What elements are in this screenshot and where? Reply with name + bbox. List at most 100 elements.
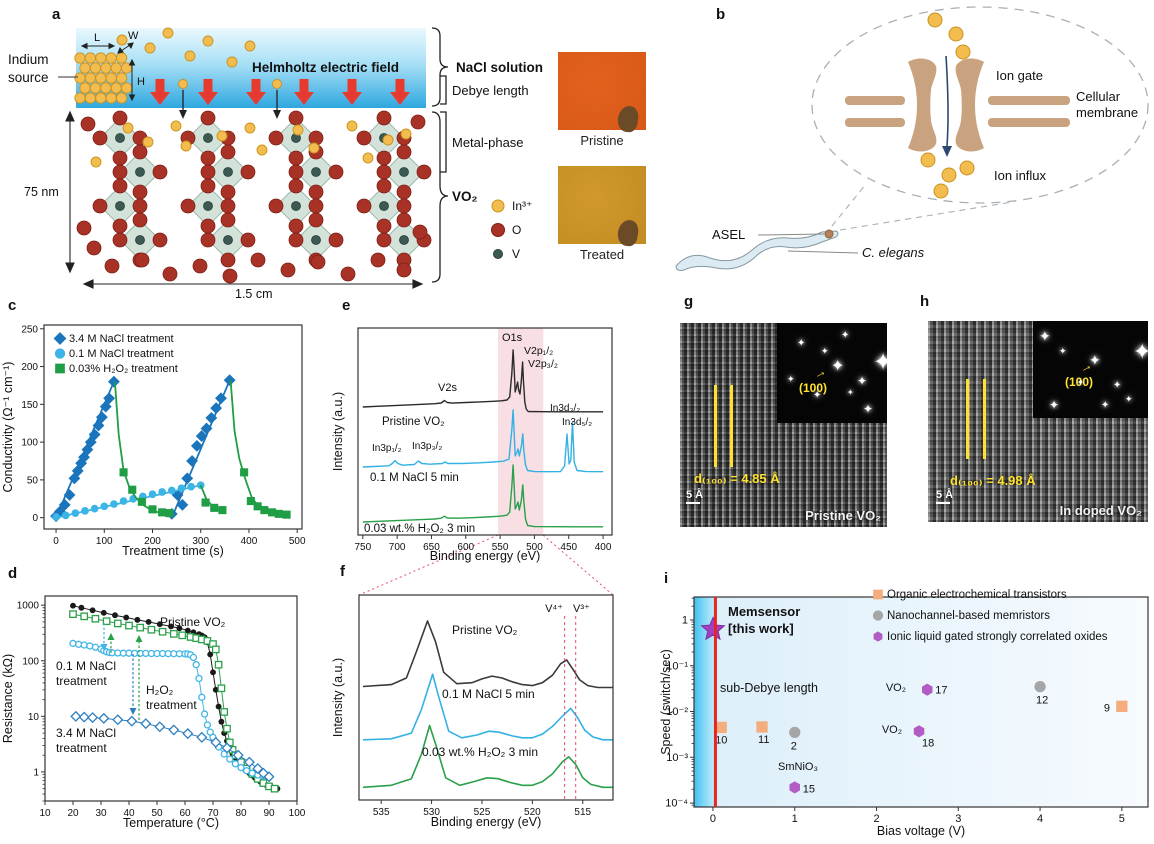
x-tick-label: 650 [423,542,440,553]
point-label-9: 9 [1104,702,1110,714]
vline-label: V³⁺ [573,603,590,615]
annotation-label: V2p₁/₂ [524,345,553,357]
x-tick-label: 525 [474,807,491,818]
annotation-label: 0.03 wt.% H₂O₂ 3 min [422,745,538,759]
y-tick-label: 0 [32,513,38,524]
nacl-solution-label: NaCl solution [456,60,543,75]
fft-spot: ✦ [873,349,887,376]
vo2-lattice [76,110,432,284]
point-label-18: 18 [922,737,934,749]
x-tick-label: 300 [192,536,209,547]
ions-inside [920,152,975,199]
dim-l-label: L [94,32,100,44]
x-axis-label: Temperature (°C) [123,816,219,830]
annotation-label: Memsensor [728,604,800,619]
x-tick-label: 0 [53,536,59,547]
panel-g-tem-image: d₍₁₀₀₎ = 4.85 Å 5 Å Pristine VO₂ → (100)… [680,323,887,527]
x-tick-label: 700 [389,542,406,553]
point-label-12: 12 [1036,695,1048,707]
pristine-film-photo [558,52,646,134]
series-group [69,602,281,793]
x-tick-label: 550 [492,542,509,553]
axes-frame [357,327,613,536]
panel-i-letter: i [664,570,669,587]
fft-spot: ✦ [821,346,829,356]
x-tick-label: 400 [241,536,258,547]
d-spacing-line [966,379,969,459]
dim-w-label: W [128,30,139,42]
c-elegans-label: C. elegans [862,245,925,260]
chart-legend: 3.4 M NaCl treatment 0.1 M NaCl treatment… [53,332,178,375]
point-label-10: 10 [715,734,727,746]
sample-name-label: Pristine VO₂ [805,508,881,523]
dim-h-label: H [137,76,145,88]
panel-d-letter: d [8,565,18,582]
cellular-membrane-label-2: membrane [1076,105,1138,120]
panel-c-conductivity-chart: 0 100 200 300 400 500 0 50 100 150 200 250 3.4 M NaC… [1,324,306,558]
annotation-label: treatment [56,674,107,688]
series-group [362,349,604,528]
x-tick-label: 515 [574,807,591,818]
legend-v-icon [493,249,503,259]
legend-o-label: O [512,223,521,237]
series-group [362,620,613,789]
x-tick-label: 40 [123,808,135,819]
fft-100-label: (100) [1065,375,1094,389]
ion-gate-protein [908,58,984,152]
fft-arrow-icon: → [810,362,829,383]
ion-flow-arrowhead [942,146,952,157]
fft-spot: ✦ [1125,394,1133,404]
legend-o-icon [491,223,505,237]
fft-spot: ✦ [841,330,850,341]
series-0-03-wt-h-o-3-min [362,464,604,528]
panel-d-resistance-chart: 10 20 30 40 50 60 70 80 90 1001101001000Pristine … [1,595,306,830]
probe-shadow [616,104,640,134]
d-spacing-line [983,379,986,459]
asel-neuron-dot [824,229,834,239]
fft-spot: ✦ [797,338,806,349]
y-tick-label: 10⁻³ [666,752,688,764]
scale-bar: 5 Å [686,489,703,504]
annotation-label: V2p₃/₂ [528,358,558,370]
fft-spot: ✦ [1059,346,1067,356]
legend-label: Nanochannel-based memristors [887,610,1050,622]
x-tick-label: 90 [263,808,275,819]
fft-100-label: (100) [799,381,828,395]
fft-spot: ✦ [787,374,795,384]
y-axis-label: Intensity (a.u.) [331,658,345,737]
y-axis-label: Speed (switch/sec) [660,649,673,755]
axes-frame [43,324,303,530]
panel-g-letter: g [684,293,694,310]
panel-h-tem-image: d₍₁₀₀₎ = 4.98 Å 5 Å In doped VO₂ → (100)… [928,321,1148,522]
legend-label: 0.1 M NaCl treatment [69,348,174,360]
vo2-label: VO₂ [452,189,478,204]
panel-b-letter: b [716,6,726,23]
legend-label: 0.03% H₂O₂ treatment [69,363,178,375]
panel-a-letter: a [52,6,61,23]
zoom-cone-line [839,201,1013,231]
fft-spot: ✦ [1077,378,1084,387]
ion-flow-arrow [945,55,949,147]
y-tick-label: 10 [28,712,40,723]
vline-label: V⁴⁺ [545,603,563,615]
x-tick-label: 60 [179,808,191,819]
series-nanochannel-based-memristors: 2 12 [789,680,1048,752]
annotation-label: 0.1 M NaCl 5 min [370,472,459,484]
y-tick-label: 1 [33,767,39,778]
x-tick-label: 100 [96,536,113,547]
panel-c-letter: c [8,297,17,314]
d-spacing-label: d₍₁₀₀₎ = 4.85 Å [694,471,780,486]
y-axis-label: Intensity (a.u.) [331,392,345,471]
x-tick-label: 0 [710,813,716,825]
probe-shadow [616,218,640,248]
annotation-label: [this work] [728,621,794,636]
annotation-label: sub-Debye length [720,681,818,695]
series-0-1-m-nacl-5-min [362,673,613,741]
x-tick-label: 500 [289,536,306,547]
helmholtz-field-label: Helmholtz electric field [252,60,399,75]
series-0-1-m-nacl-5-min [362,409,604,473]
width-label: 1.5 cm [235,287,273,300]
legend-label: 3.4 M NaCl treatment [69,333,174,345]
